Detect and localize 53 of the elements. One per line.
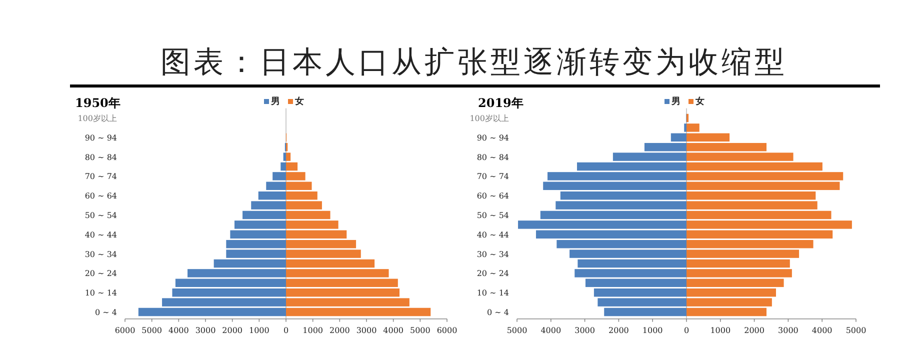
x-tick-label: 0 [684,326,690,335]
y-tick-label: 50 ~ 54 [84,211,117,220]
x-tick-label: 1000 [710,326,731,335]
x-tick-label: 5000 [410,326,430,335]
x-tick-label: 5000 [846,326,866,335]
chart-title: 图表：日本人口从扩张型逐渐转变为收缩型 [160,45,788,80]
chart-subtitle: 1950年 [75,96,120,110]
x-tick-label: 1000 [642,326,663,335]
y-tick-label: 90 ~ 94 [476,133,509,142]
x-tick-label: 3000 [195,326,216,335]
y-tick-label: 100岁以上 [78,114,117,123]
y-tick-label: 20 ~ 24 [84,269,117,278]
x-tick-label: 0 [283,326,289,335]
y-tick-label: 30 ~ 34 [84,250,117,259]
x-tick-label: 1000 [248,326,270,335]
x-tick-label: 5000 [142,326,162,335]
x-tick-label: 6000 [436,326,458,335]
y-tick-label: 20 ~ 24 [476,269,509,278]
y-tick-label: 70 ~ 74 [476,172,509,182]
y-tick-label: 30 ~ 34 [476,250,509,259]
x-tick-label: 5000 [506,326,528,335]
x-tick-label: 4000 [383,326,404,335]
x-tick-label: 3000 [356,326,377,335]
y-tick-label: 10 ~ 14 [476,288,509,298]
x-tick-label: 3000 [778,326,798,335]
y-tick-label: 80 ~ 84 [84,152,117,162]
y-tick-label: 0 ~ 4 [487,308,509,317]
legend-label: 女 [694,96,704,107]
x-tick-label: 4000 [812,326,832,335]
x-tick-label: 6000 [114,326,136,335]
y-tick-label: 0 ~ 4 [95,308,117,317]
y-tick-label: 80 ~ 84 [476,152,509,162]
legend-label: 男 [270,96,280,107]
y-tick-label: 70 ~ 74 [84,172,117,182]
y-tick-label: 50 ~ 54 [476,211,509,220]
legend-label: 女 [294,96,304,107]
x-tick-label: 4000 [168,326,189,335]
y-tick-label: 10 ~ 14 [84,288,117,298]
y-tick-label: 60 ~ 64 [84,192,117,201]
y-tick-label: 90 ~ 94 [84,133,117,142]
y-tick-label: 60 ~ 64 [476,192,509,201]
x-tick-label: 1000 [302,326,324,335]
y-tick-label: 40 ~ 44 [84,230,117,240]
x-tick-label: 2000 [222,326,243,335]
x-tick-label: 2000 [329,326,350,335]
x-tick-label: 2000 [608,326,629,335]
y-tick-label: 100岁以上 [470,114,509,123]
x-tick-label: 2000 [744,326,764,335]
x-tick-label: 4000 [540,326,562,335]
y-tick-label: 40 ~ 44 [476,230,509,240]
legend-label: 男 [670,96,680,107]
x-tick-label: 3000 [574,326,595,335]
chart-subtitle: 2019年 [478,96,524,110]
